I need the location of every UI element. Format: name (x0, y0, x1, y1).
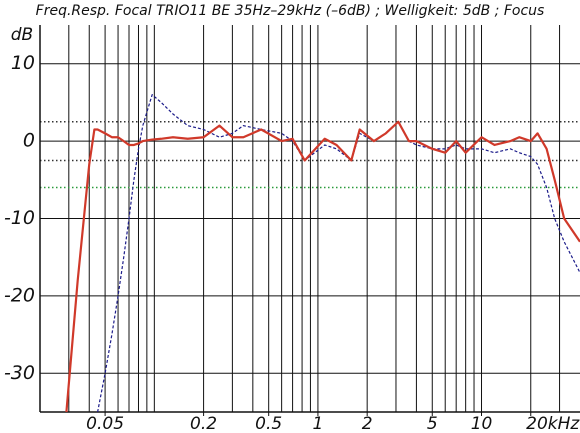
y-tick-label: -20 (4, 284, 35, 306)
x-tick-label: 1 (313, 414, 324, 433)
x-tick-label: 0.5 (255, 414, 282, 433)
y-axis-label: dB (11, 25, 33, 45)
y-tick-label: 0 (23, 130, 35, 152)
x-tick-label: 0.05 (86, 414, 124, 433)
response-curve (97, 94, 580, 412)
y-tick-label: 10 (11, 52, 35, 74)
response-curve (65, 120, 580, 412)
y-tick-label: -10 (4, 207, 35, 229)
x-tick-label: 10 (471, 414, 493, 433)
x-tick-label: 2 (362, 414, 373, 433)
chart-title: Freq.Resp. Focal TRIO11 BE 35Hz–29kHz (–… (36, 3, 545, 19)
x-tick-label: 0.2 (190, 414, 217, 433)
x-tick-label: 5 (427, 414, 438, 433)
x-tick-label: 20kHz (526, 414, 580, 433)
y-tick-label: -30 (4, 362, 35, 384)
